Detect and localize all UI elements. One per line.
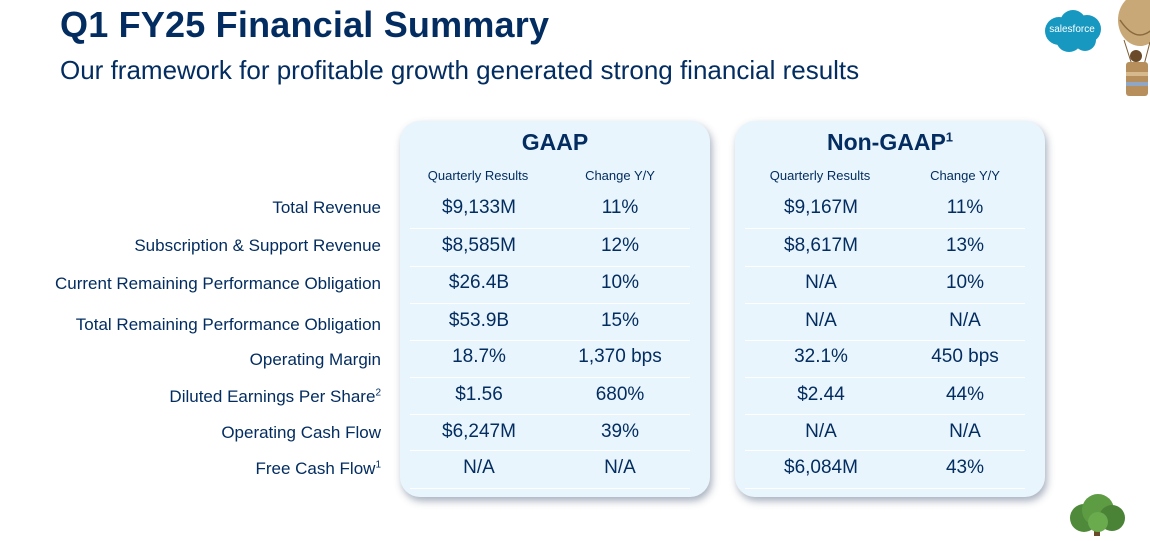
quarterly-result-cell: 32.1%: [794, 346, 848, 367]
row-label: Total Revenue: [272, 198, 381, 218]
row-label: Operating Margin: [250, 350, 381, 370]
gaap-col-change-yy: Change Y/Y: [585, 168, 655, 183]
gaap-title: GAAP: [400, 129, 710, 156]
change-yy-cell: 680%: [595, 384, 645, 405]
row-label-text: Diluted Earnings Per Share: [169, 387, 376, 406]
change-yy-cell: 43%: [945, 457, 985, 478]
row-label-text: Subscription & Support Revenue: [134, 236, 381, 255]
row-label: Current Remaining Performance Obligation: [55, 274, 381, 294]
nongaap-title-footnote: 1: [945, 129, 954, 145]
change-yy-cell: 10%: [600, 272, 640, 293]
gaap-col-quarterly-results: Quarterly Results: [427, 168, 529, 183]
row-label-footnote: 2: [375, 387, 381, 399]
change-yy-cell: N/A: [949, 310, 981, 331]
row-label: Total Remaining Performance Obligation: [76, 315, 381, 335]
row-separator: [410, 266, 690, 267]
quarterly-result-cell: $2.44: [797, 384, 845, 405]
row-separator: [745, 303, 1025, 304]
change-yy-cell: 1,370 bps: [578, 346, 662, 367]
row-label-text: Current Remaining Performance Obligation: [55, 274, 381, 293]
row-separator: [410, 488, 690, 489]
row-separator: [745, 228, 1025, 229]
change-yy-cell: 12%: [600, 235, 640, 256]
row-separator: [410, 450, 690, 451]
gaap-panel: GAAP Quarterly Results Change Y/Y $9,133…: [400, 121, 710, 497]
row-label: Diluted Earnings Per Share2: [169, 387, 381, 407]
logo-text: salesforce: [1049, 24, 1095, 35]
change-yy-cell: 13%: [945, 235, 985, 256]
quarterly-result-cell: $9,133M: [442, 197, 516, 218]
row-separator: [745, 266, 1025, 267]
salesforce-logo-icon: salesforce: [1039, 9, 1105, 55]
gaap-title-text: GAAP: [521, 129, 589, 155]
change-yy-cell: 11%: [601, 197, 639, 218]
quarterly-result-cell: $8,585M: [442, 235, 516, 256]
quarterly-result-cell: $8,617M: [784, 235, 858, 256]
change-yy-cell: 44%: [945, 384, 985, 405]
row-label-text: Total Revenue: [272, 198, 381, 217]
hot-air-balloon-icon: [1110, 0, 1150, 100]
row-separator: [745, 450, 1025, 451]
quarterly-result-cell: N/A: [805, 421, 837, 442]
quarterly-result-cell: 18.7%: [452, 346, 506, 367]
row-separator: [410, 228, 690, 229]
change-yy-cell: N/A: [604, 457, 636, 478]
nongaap-title: Non-GAAP1: [735, 129, 1045, 156]
quarterly-result-cell: N/A: [463, 457, 495, 478]
nongaap-title-text: Non-GAAP: [826, 129, 946, 155]
row-separator: [745, 340, 1025, 341]
row-separator: [410, 340, 690, 341]
quarterly-result-cell: $26.4B: [448, 272, 510, 293]
change-yy-cell: 11%: [946, 197, 984, 218]
row-label-text: Operating Margin: [249, 350, 381, 369]
quarterly-result-cell: $9,167M: [784, 197, 858, 218]
change-yy-cell: 10%: [945, 272, 985, 293]
quarterly-result-cell: $6,084M: [784, 457, 858, 478]
row-label-text: Total Remaining Performance Obligation: [75, 315, 381, 334]
row-separator: [745, 488, 1025, 489]
quarterly-result-cell: $53.9B: [448, 310, 510, 331]
quarterly-result-cell: $1.56: [455, 384, 503, 405]
row-label-text: Free Cash Flow: [255, 459, 376, 478]
tree-illustration-icon: [1062, 492, 1132, 536]
quarterly-result-cell: N/A: [805, 310, 837, 331]
row-separator: [410, 377, 690, 378]
quarterly-result-cell: N/A: [805, 272, 837, 293]
page-title: Q1 FY25 Financial Summary: [60, 4, 550, 45]
row-label-footnote: 1: [375, 459, 381, 471]
nongaap-panel: Non-GAAP1 Quarterly Results Change Y/Y $…: [735, 121, 1045, 497]
row-separator: [745, 414, 1025, 415]
row-label-text: Operating Cash Flow: [221, 423, 381, 442]
row-label: Free Cash Flow1: [255, 459, 381, 479]
row-separator: [410, 303, 690, 304]
quarterly-result-cell: $6,247M: [442, 421, 516, 442]
change-yy-cell: 39%: [600, 421, 640, 442]
change-yy-cell: 450 bps: [931, 346, 999, 367]
row-label: Subscription & Support Revenue: [134, 236, 381, 256]
change-yy-cell: 15%: [600, 310, 640, 331]
row-separator: [745, 377, 1025, 378]
nongaap-col-change-yy: Change Y/Y: [930, 168, 1000, 183]
row-separator: [410, 414, 690, 415]
change-yy-cell: N/A: [949, 421, 981, 442]
nongaap-col-quarterly-results: Quarterly Results: [769, 168, 871, 183]
row-label: Operating Cash Flow: [221, 423, 381, 443]
page-subtitle: Our framework for profitable growth gene…: [60, 55, 860, 85]
